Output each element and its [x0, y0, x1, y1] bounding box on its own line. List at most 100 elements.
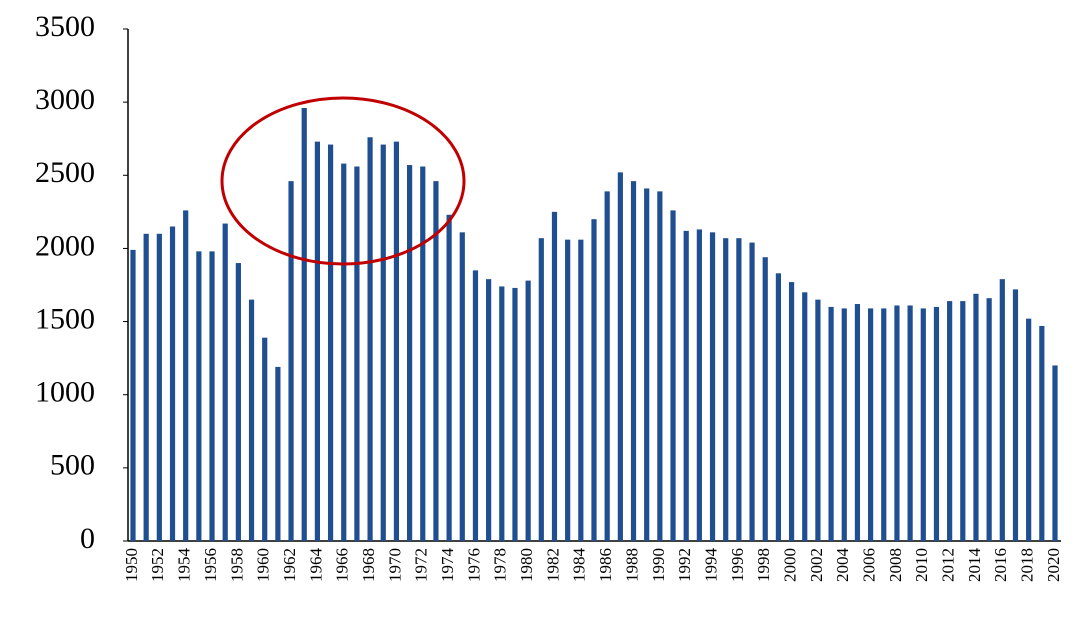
bar	[367, 137, 373, 541]
y-tick-label: 3000	[35, 83, 95, 116]
bar	[1039, 325, 1045, 541]
bar	[433, 181, 439, 541]
plot: 0 500 1000 1500 2000 2500 3000 3500 1950 1952 1954…	[35, 10, 1063, 582]
x-tick-label: 1980	[517, 548, 536, 582]
x-tick-label: 2000	[780, 548, 799, 582]
x-tick-label: 1990	[649, 548, 668, 582]
bar	[525, 280, 531, 541]
bar	[947, 301, 953, 541]
x-tick-label: 1958	[227, 548, 246, 582]
bar	[341, 163, 347, 541]
bar	[881, 308, 887, 541]
x-tick-label: 1972	[412, 548, 431, 582]
bar	[723, 238, 729, 541]
x-tick-label: 2014	[965, 548, 984, 583]
bar	[380, 144, 386, 541]
bar	[1026, 318, 1032, 541]
bar	[314, 141, 320, 541]
bar	[301, 107, 307, 541]
bar	[894, 305, 900, 541]
bar	[868, 308, 874, 541]
x-tick-label: 1968	[359, 548, 378, 582]
bar	[393, 141, 400, 541]
x-tick-label: 1952	[148, 548, 167, 582]
bar	[604, 191, 610, 541]
bar	[986, 298, 992, 541]
y-tick-label: 3500	[35, 10, 95, 43]
bar	[196, 251, 202, 541]
y-tick-label: 1000	[35, 376, 95, 409]
y-tick-label: 2500	[35, 156, 95, 189]
x-tick-label: 2016	[991, 548, 1010, 582]
bar	[815, 299, 821, 541]
bar	[960, 301, 966, 541]
x-tick-label: 1986	[596, 548, 615, 582]
y-tick-label: 500	[50, 449, 95, 482]
bar	[143, 233, 149, 542]
x-tick-label: 1950	[122, 548, 141, 582]
x-tick-label: 2020	[1044, 548, 1063, 582]
bar	[591, 219, 597, 541]
bar	[499, 286, 505, 541]
bar	[683, 230, 689, 542]
x-tick-label: 2004	[833, 548, 852, 583]
y-tick-label: 1500	[35, 302, 95, 335]
bar	[907, 305, 913, 541]
bar	[696, 229, 702, 541]
x-tick-label: 1976	[464, 548, 483, 582]
x-tick-label: 1956	[201, 548, 220, 582]
bar	[275, 366, 281, 541]
x-tick-label: 1970	[385, 548, 404, 582]
bar	[644, 188, 650, 542]
bar	[288, 181, 294, 541]
bar	[551, 211, 558, 541]
y-tick-label: 0	[80, 522, 95, 555]
bar	[630, 181, 637, 541]
bar	[749, 242, 755, 541]
bar	[762, 257, 768, 541]
x-tick-label: 2010	[912, 548, 931, 582]
highlight-ellipse	[220, 96, 466, 266]
bar	[512, 287, 518, 541]
bar	[973, 293, 979, 541]
bar	[354, 166, 360, 541]
bar	[472, 270, 479, 541]
bar	[420, 166, 426, 541]
bar	[538, 238, 544, 541]
y-tick-label: 2000	[35, 229, 95, 262]
bar	[920, 308, 926, 541]
bar	[156, 233, 162, 542]
bar	[802, 292, 808, 541]
bar	[407, 165, 413, 541]
bar	[565, 239, 571, 541]
x-tick-label: 1964	[306, 548, 325, 583]
x-tick-label: 2008	[886, 548, 905, 582]
x-tick-label: 2006	[860, 548, 879, 582]
bar	[183, 210, 189, 541]
x-tick-label: 1982	[543, 548, 562, 582]
bar	[327, 144, 334, 541]
x-tick-label: 1974	[438, 548, 457, 583]
x-tick-label: 2012	[939, 548, 958, 582]
x-tick-label: 1954	[175, 548, 194, 583]
x-tick-label: 1996	[728, 548, 747, 582]
bar	[999, 279, 1005, 541]
bar	[248, 299, 255, 541]
bar	[854, 304, 861, 541]
x-tick-label: 1984	[570, 548, 589, 583]
bar	[788, 282, 795, 541]
bar	[262, 337, 268, 541]
x-tick-label: 1988	[622, 548, 641, 582]
bar	[828, 306, 834, 541]
bar	[775, 273, 781, 541]
x-tick-label: 1962	[280, 548, 299, 582]
bar	[617, 172, 623, 542]
bar	[459, 232, 465, 541]
bar	[235, 263, 241, 541]
bar	[1052, 365, 1058, 541]
bar	[222, 223, 228, 541]
x-tick-label: 1960	[254, 548, 273, 582]
bar	[1012, 289, 1019, 541]
x-tick-label: 2018	[1018, 548, 1037, 582]
